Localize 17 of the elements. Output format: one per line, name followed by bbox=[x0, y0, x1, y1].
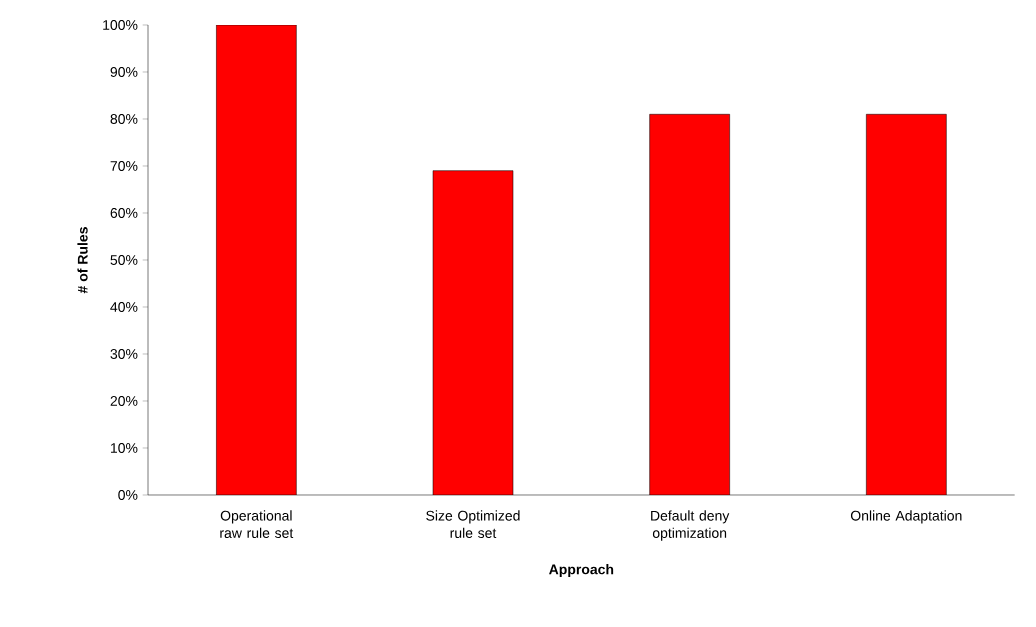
x-axis-title: Approach bbox=[549, 564, 614, 578]
y-tick-label: 90% bbox=[110, 67, 138, 77]
x-tick-label: Operational raw rule set bbox=[220, 510, 294, 538]
y-tick-label: 10% bbox=[111, 443, 138, 453]
y-tick-label: 20% bbox=[110, 396, 138, 406]
y-tick-label: 30% bbox=[110, 349, 138, 359]
y-tick-label: 100% bbox=[103, 20, 138, 30]
y-axis-title: # of Rules bbox=[77, 227, 88, 294]
y-tick-label: 40% bbox=[110, 302, 138, 312]
y-tick-label: 0% bbox=[118, 490, 138, 500]
x-tick-label: Default deny optimization bbox=[651, 510, 730, 541]
y-tick-label: 70% bbox=[110, 161, 138, 171]
x-tick-label: Size Optimized rule set bbox=[426, 510, 520, 538]
x-tick-label: Online Adaptation bbox=[850, 510, 962, 524]
y-tick-label: 80% bbox=[110, 114, 138, 124]
y-tick-label: 60% bbox=[110, 208, 138, 218]
y-tick-label: 50% bbox=[110, 255, 138, 265]
